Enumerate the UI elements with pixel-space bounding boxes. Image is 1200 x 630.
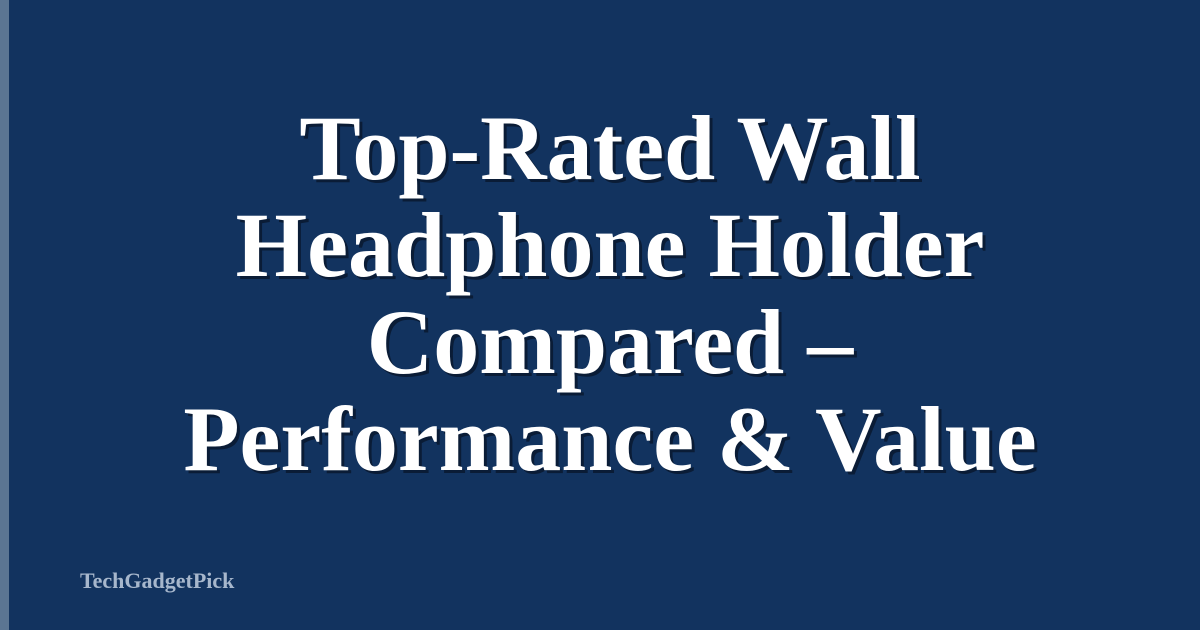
title-line-2: Headphone Holder: [235, 194, 985, 296]
accent-stripe: [0, 0, 9, 630]
brand-name: TechGadgetPick: [80, 568, 235, 593]
title-line-3: Compared –: [366, 291, 854, 393]
title-line-1: Top-Rated Wall: [299, 97, 921, 199]
page-title: Top-Rated Wall Headphone Holder Compared…: [60, 100, 1160, 488]
title-line-4: Performance & Value: [183, 388, 1037, 490]
